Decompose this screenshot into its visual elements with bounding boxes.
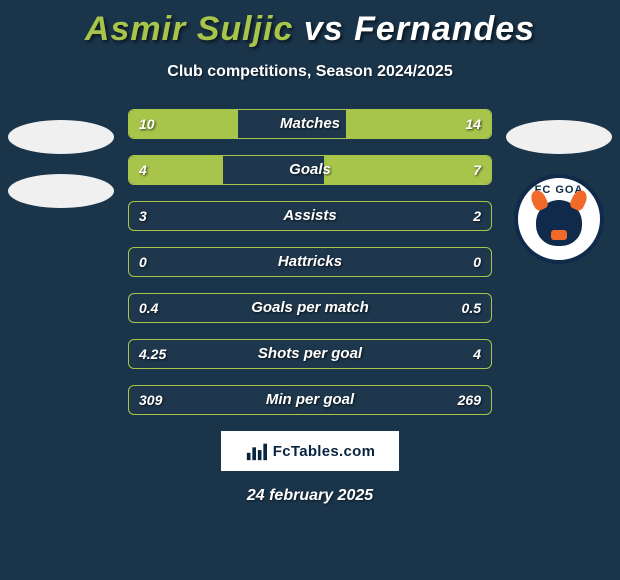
stat-value-right: 2 [463,202,491,230]
stat-label: Min per goal [129,386,491,414]
player1-name: Asmir Suljic [85,10,294,48]
stat-label: Matches [129,110,491,138]
stat-value-right: 269 [448,386,491,414]
title-vs: vs [304,10,344,48]
right-club-logos: FC GOA [506,120,612,264]
brand-text: FcTables.com [273,443,376,460]
stat-value-right: 14 [455,110,491,138]
fc-goa-logo: FC GOA [514,174,604,264]
comparison-subtitle: Club competitions, Season 2024/2025 [0,63,620,81]
club-logo-placeholder [8,174,114,208]
stat-label: Goals per match [129,294,491,322]
comparison-title: Asmir Suljic vs Fernandes [0,0,620,49]
stat-row: 0.4Goals per match0.5 [128,293,492,323]
player2-name: Fernandes [354,10,535,48]
stat-value-right: 7 [463,156,491,184]
stat-value-right: 4 [463,340,491,368]
stat-value-right: 0.5 [452,294,491,322]
club-logo-placeholder [8,120,114,154]
stat-label: Goals [129,156,491,184]
stat-label: Hattricks [129,248,491,276]
stat-row: 10Matches14 [128,109,492,139]
stat-row: 3Assists2 [128,201,492,231]
stat-label: Shots per goal [129,340,491,368]
stat-value-right: 0 [463,248,491,276]
stat-row: 0Hattricks0 [128,247,492,277]
left-club-logos [8,120,114,228]
club-logo-placeholder [506,120,612,154]
stat-row: 4.25Shots per goal4 [128,339,492,369]
stat-row: 4Goals7 [128,155,492,185]
brand-box: FcTables.com [221,431,399,471]
stat-row: 309Min per goal269 [128,385,492,415]
stats-container: 10Matches144Goals73Assists20Hattricks00.… [128,109,492,415]
stat-label: Assists [129,202,491,230]
bar-chart-icon [245,440,267,462]
comparison-date: 24 february 2025 [0,487,620,505]
gaur-icon [536,200,582,246]
